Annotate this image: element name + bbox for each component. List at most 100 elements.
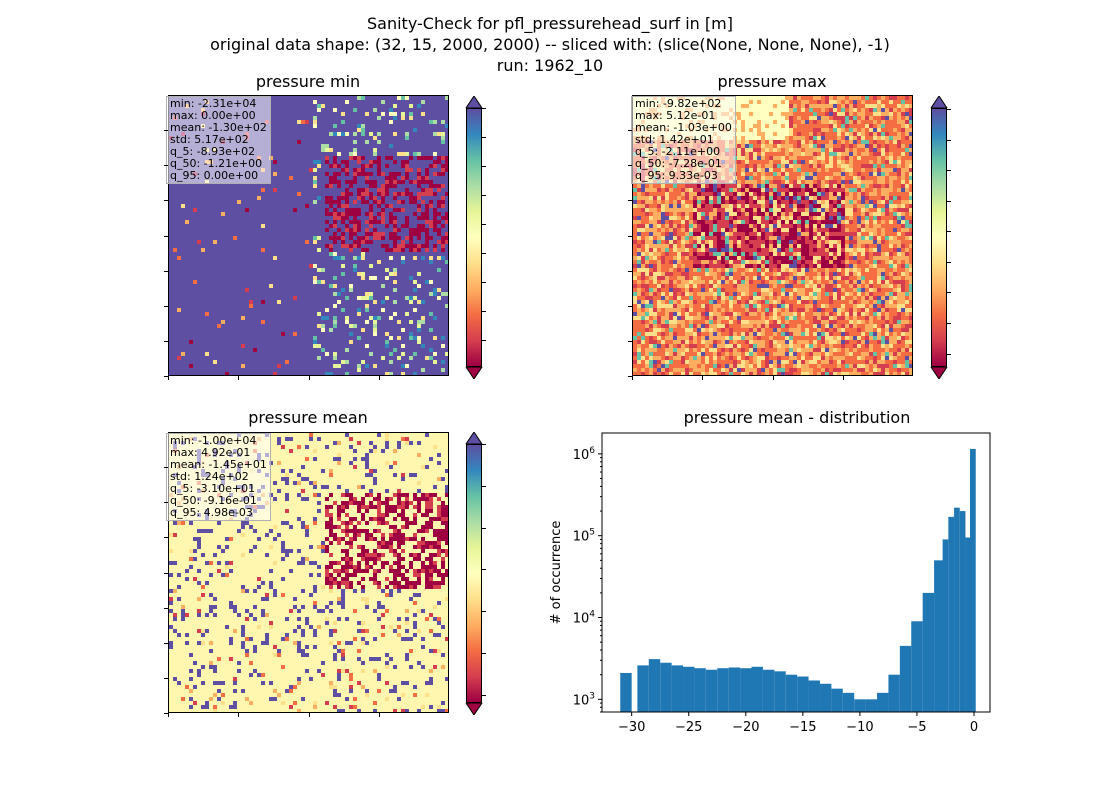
heatmap-cell	[845, 180, 849, 184]
heatmap-cell	[349, 324, 353, 328]
heatmap-cell	[749, 276, 753, 280]
heatmap-cell	[741, 208, 745, 212]
heatmap-cell	[841, 116, 845, 120]
heatmap-cell	[841, 304, 845, 308]
heatmap-cell	[813, 280, 817, 284]
heatmap-cell	[785, 120, 789, 124]
heatmap-cell	[841, 264, 845, 268]
heatmap-cell	[909, 204, 912, 208]
heatmap-cell	[737, 312, 741, 316]
heatmap-cell	[785, 280, 789, 284]
heatmap-cell	[801, 100, 805, 104]
heatmap-cell	[365, 344, 369, 348]
heatmap-cell	[893, 288, 897, 292]
heatmap-cell	[893, 120, 897, 124]
heatmap-cell	[781, 96, 785, 100]
heatmap-cell	[317, 164, 321, 168]
heatmap-cell	[745, 116, 749, 120]
heatmap-cell	[673, 324, 677, 328]
heatmap-cell	[825, 184, 829, 188]
heatmap-cell	[353, 172, 357, 176]
heatmap-cell	[857, 304, 861, 308]
heatmap-cell	[737, 320, 741, 324]
heatmap-cell	[861, 192, 865, 196]
heatmap-cell	[397, 248, 401, 252]
heatmap-cell	[809, 284, 813, 288]
heatmap-cell	[769, 284, 773, 288]
heatmap-cell	[905, 280, 909, 284]
heatmap-cell	[421, 344, 425, 348]
heatmap-cell	[897, 156, 901, 160]
heatmap-cell	[777, 124, 781, 128]
heatmap-cell	[793, 212, 797, 216]
heatmap-cell	[785, 256, 789, 260]
heatmap-cell	[369, 316, 373, 320]
heatmap-cell	[797, 320, 801, 324]
heatmap-cell	[673, 224, 677, 228]
heatmap-cell	[809, 172, 813, 176]
heatmap-cell	[445, 156, 448, 160]
heatmap-cell	[657, 224, 661, 228]
heatmap-cell	[665, 284, 669, 288]
heatmap-cell	[317, 280, 321, 284]
heatmap-cell	[713, 288, 717, 292]
heatmap-cell	[709, 284, 713, 288]
heatmap-cell	[809, 224, 813, 228]
heatmap-cell	[693, 188, 697, 192]
heatmap-cell	[757, 116, 761, 120]
heatmap-cell	[801, 276, 805, 280]
heatmap-cell	[353, 200, 357, 204]
heatmap-cell	[861, 280, 865, 284]
heatmap-cell	[793, 192, 797, 196]
heatmap-cell	[765, 260, 769, 264]
heatmap-cell	[389, 360, 393, 364]
heatmap-cell	[389, 236, 393, 240]
heatmap-cell	[737, 244, 741, 248]
heatmap-cell	[653, 248, 657, 252]
heatmap-cell	[797, 172, 801, 176]
heatmap-cell	[857, 172, 861, 176]
heatmap-cell	[717, 304, 721, 308]
heatmap-cell	[757, 288, 761, 292]
heatmap-cell	[633, 288, 637, 292]
heatmap-cell	[249, 304, 253, 308]
heatmap-cell	[637, 216, 641, 220]
heatmap-cell	[805, 148, 809, 152]
heatmap-cell	[649, 212, 653, 216]
heatmap-cell	[737, 304, 741, 308]
heatmap-cell	[837, 236, 841, 240]
heatmap-cell	[669, 256, 673, 260]
heatmap-cell	[381, 184, 385, 188]
heatmap-cell	[665, 228, 669, 232]
heatmap-cell	[357, 212, 361, 216]
heatmap-cell	[701, 192, 705, 196]
heatmap-cell	[673, 328, 677, 332]
heatmap-cell	[725, 252, 729, 256]
heatmap-cell	[909, 304, 912, 308]
heatmap-cell	[417, 104, 421, 108]
heatmap-cell	[433, 172, 437, 176]
heatmap-cell	[701, 200, 705, 204]
heatmap-cell	[889, 292, 893, 296]
heatmap-cell	[813, 152, 817, 156]
heatmap-cell	[885, 240, 889, 244]
heatmap-cell	[761, 124, 765, 128]
heatmap-cell	[889, 144, 893, 148]
heatmap-cell	[809, 220, 813, 224]
heatmap-cell	[897, 212, 901, 216]
heatmap-cell	[313, 340, 317, 344]
heatmap-cell	[373, 180, 377, 184]
heatmap-cell	[797, 308, 801, 312]
heatmap-cell	[433, 224, 437, 228]
heatmap-cell	[849, 144, 853, 148]
heatmap-cell	[645, 192, 649, 196]
heatmap-cell	[853, 272, 857, 276]
heatmap-cell	[685, 224, 689, 228]
heatmap-cell	[401, 260, 405, 264]
heatmap-cell	[905, 240, 909, 244]
heatmap-cell	[661, 260, 665, 264]
heatmap-cell	[821, 112, 825, 116]
heatmap-cell	[345, 164, 349, 168]
heatmap-cell	[757, 268, 761, 272]
heatmap-cell	[649, 276, 653, 280]
